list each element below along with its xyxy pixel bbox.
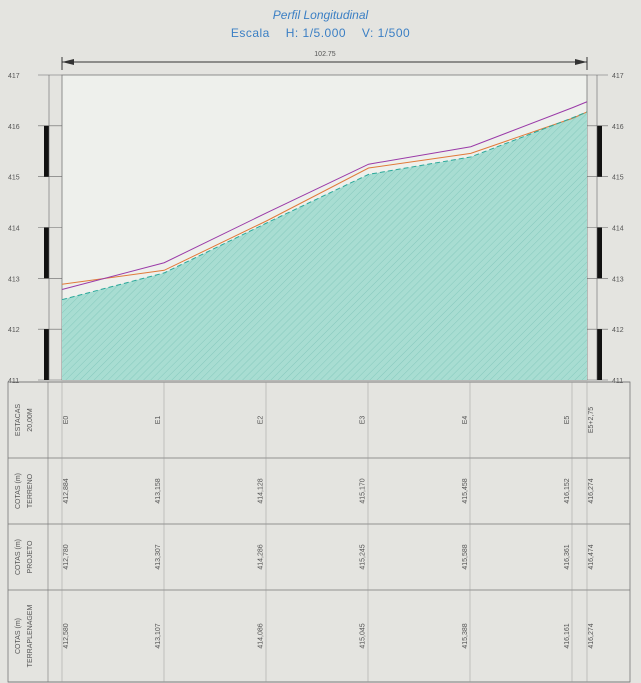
- table-cell-value: 416,161: [564, 623, 571, 648]
- table-cell-value: 415,170: [360, 478, 367, 503]
- table-cell-value: 413,307: [155, 544, 162, 569]
- right-tick-label: 417: [612, 73, 624, 80]
- left-tick-label: 416: [8, 124, 20, 131]
- scale-horizontal: H: 1/5.000: [285, 26, 347, 40]
- left-tick-label: 412: [8, 327, 20, 334]
- table-cell-value: 415,245: [360, 544, 367, 569]
- scale-bar-block: [597, 329, 602, 380]
- table-cell-value: E4: [462, 416, 469, 425]
- series-line-projeto: [61, 101, 588, 291]
- left-tick-label: 411: [8, 378, 19, 385]
- scale-prefix: Escala: [230, 26, 270, 40]
- table-cell-value: 413,107: [155, 623, 162, 648]
- table-cell-value: 412,580: [63, 623, 70, 648]
- left-tick-label: 417: [8, 73, 20, 80]
- scale-bar-block: [597, 125, 602, 177]
- row-header-label: COTAS (m): [15, 618, 22, 654]
- table-cell-last: 416,274: [588, 478, 595, 503]
- right-tick-label: 413: [612, 276, 624, 283]
- row-header-label: COTAS (m): [15, 473, 22, 509]
- right-tick-label: 412: [612, 327, 624, 334]
- row-header-label: TERRENO: [27, 473, 34, 508]
- table-cell-value: 412,884: [63, 478, 70, 503]
- scale-label: Escala H: 1/5.000 V: 1/500: [0, 26, 641, 40]
- table-cell-value: 412,780: [63, 544, 70, 569]
- table-cell-value: E0: [63, 416, 70, 425]
- table-cell-value: 415,588: [462, 544, 469, 569]
- table-cell-value: E2: [257, 416, 264, 425]
- scale-bar-block: [44, 329, 49, 380]
- scale-bar-block: [597, 227, 602, 279]
- table-cell-value: E3: [360, 416, 367, 425]
- left-tick-label: 415: [8, 175, 20, 182]
- row-header-label: PROJETO: [27, 540, 34, 573]
- right-tick-label: 411: [612, 378, 623, 385]
- right-tick-label: 415: [612, 175, 624, 182]
- row-header-label: 20,00M: [27, 408, 34, 432]
- scale-bar-block: [44, 125, 49, 177]
- row-header-label: TERRAPLENAGEM: [27, 605, 34, 668]
- table-cell-value: E1: [155, 416, 162, 425]
- table-frame: [7, 381, 631, 683]
- table-cell-value: 416,361: [564, 544, 571, 569]
- dimension-line: 102.75: [61, 51, 588, 70]
- left-tick-label: 414: [8, 226, 20, 233]
- drawing-title: Perfil Longitudinal: [272, 8, 369, 22]
- dimension-label: 102.75: [314, 51, 336, 58]
- table-cell-value: 416,152: [564, 478, 571, 503]
- table-cell-value: 415,045: [360, 623, 367, 648]
- scale-vertical: V: 1/500: [361, 26, 411, 40]
- table-cell-value: 414,086: [257, 623, 264, 648]
- table-cell-value: 415,388: [462, 623, 469, 648]
- table-cell-last: 416,474: [588, 544, 595, 569]
- right-tick-label: 414: [612, 226, 624, 233]
- left-tick-label: 413: [8, 276, 20, 283]
- series-line-terraplenagem: [61, 111, 588, 301]
- fill-area: [62, 111, 587, 380]
- right-tick-label: 416: [612, 124, 624, 131]
- table-cell-value: 415,458: [462, 478, 469, 503]
- table-cell-value: 414,128: [257, 478, 264, 503]
- table-cell-value: 413,158: [155, 478, 162, 503]
- table-cell-value: 414,286: [257, 544, 264, 569]
- table-cell-value: E5: [564, 416, 571, 425]
- row-header-label: ESTACAS: [15, 404, 22, 436]
- scale-bar-block: [44, 227, 49, 279]
- row-header-label: COTAS (m): [15, 539, 22, 575]
- table-cell-last: E5+2,75: [588, 407, 595, 433]
- table-cell-last: 416,274: [588, 623, 595, 648]
